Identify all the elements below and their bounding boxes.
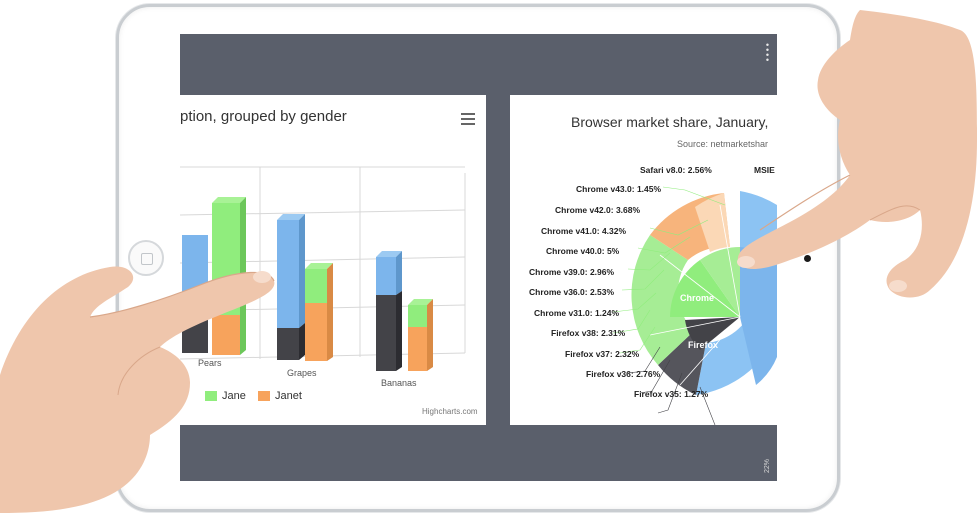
slice-safari-light	[695, 193, 730, 252]
slice-msie-inner	[740, 247, 777, 385]
label-firefox-v38: Firefox v38: 2.31%	[551, 328, 626, 338]
bar-grapes-dark	[277, 328, 299, 360]
label-chrome-v42: Chrome v42.0: 3.68%	[555, 205, 640, 215]
slice-chrome-outer	[631, 235, 694, 365]
legend-label-janet: Janet	[275, 390, 302, 402]
column-chart-svg: Pears Grapes Bananas	[180, 166, 466, 388]
bar-grapes-orange	[305, 303, 327, 361]
connector-lines	[612, 186, 726, 354]
label-safari-v8: Safari v8.0: 2.56%	[640, 165, 712, 175]
bar-grapes-green	[305, 269, 327, 303]
bar-bananas-green	[408, 305, 427, 327]
category-label-pears: Pears	[198, 358, 222, 368]
left-hand-illustration	[0, 266, 275, 513]
slice-firefox-outer	[658, 331, 706, 395]
category-label-grapes: Grapes	[287, 368, 317, 378]
legend-swatch-jane	[205, 391, 217, 401]
donut-inner-ring	[670, 247, 777, 385]
label-chrome-v43: Chrome v43.0: 1.45%	[576, 184, 661, 194]
right-hand-illustration	[737, 10, 977, 298]
donut-chart-subtitle: Source: netmarketshar	[677, 139, 769, 149]
chart-menu-icon[interactable]	[461, 113, 475, 125]
chart-credits[interactable]: Highcharts.com	[422, 407, 478, 416]
slice-dividers	[649, 204, 741, 386]
label-chrome-v31: Chrome v31.0: 1.24%	[534, 308, 619, 318]
donut-chart-title: Browser market share, January,	[571, 114, 769, 130]
label-firefox-v35: Firefox v35: 1.27%	[634, 389, 709, 399]
bar-grapes-blue	[277, 220, 299, 328]
inner-label-chrome: Chrome	[680, 293, 714, 303]
home-button[interactable]	[128, 240, 164, 276]
label-msie: MSIE	[754, 165, 775, 175]
slice-chrome-inner	[670, 260, 740, 317]
legend-item-janet[interactable]: Janet	[258, 390, 302, 402]
bar-pears-orange	[212, 315, 240, 355]
bar-bananas-orange	[408, 327, 427, 371]
label-firefox-v36: Firefox v36: 2.76%	[586, 369, 661, 379]
label-firefox-v37: Firefox v37: 2.32%	[565, 349, 640, 359]
label-chrome-v36: Chrome v36.0: 2.53%	[529, 287, 614, 297]
label-chrome-v39: Chrome v39.0: 2.96%	[529, 267, 614, 277]
camera-icon	[804, 255, 811, 262]
category-label-bananas: Bananas	[381, 378, 417, 388]
column-chart-panel: ption, grouped by gender	[180, 95, 486, 425]
column-chart-title: ption, grouped by gender	[180, 108, 347, 125]
more-options-icon[interactable]: • • • •	[765, 40, 769, 65]
inner-label-firefox: Firefox	[688, 340, 718, 350]
battery-status: 22%	[764, 458, 771, 473]
bar-bananas-blue	[376, 257, 396, 295]
legend-item-jane[interactable]: Jane	[205, 390, 246, 402]
bar-group-grapes	[277, 214, 333, 361]
bar-group-bananas	[376, 251, 433, 371]
legend-swatch-janet	[258, 391, 270, 401]
outer-labels: Safari v8.0: 2.56% MSIE Chrome v43.0: 1.…	[529, 165, 775, 399]
bar-bananas-dark	[376, 295, 396, 371]
slice-chrome-inner-2	[700, 247, 740, 317]
legend-label-jane: Jane	[222, 390, 246, 402]
label-chrome-v41: Chrome v41.0: 4.32%	[541, 226, 626, 236]
label-chrome-v40: Chrome v40.0: 5%	[546, 246, 620, 256]
